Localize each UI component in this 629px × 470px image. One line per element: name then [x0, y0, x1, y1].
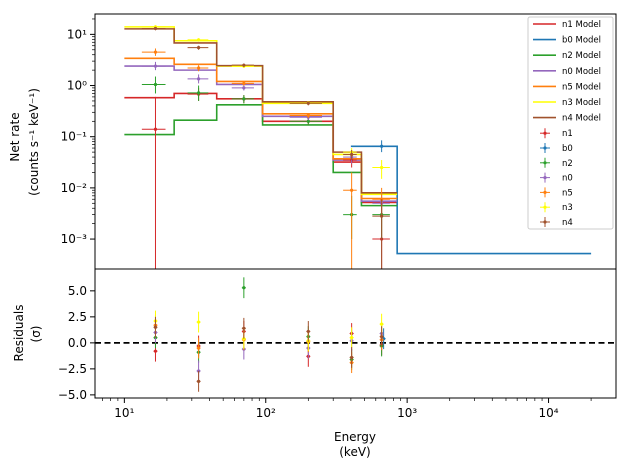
spectrum-y-tick-label: 10⁻² — [61, 181, 88, 195]
data-point-n3 — [196, 38, 201, 42]
residuals-y-tick-label: −5.0 — [58, 388, 87, 402]
residual-point-n3 — [350, 336, 354, 340]
data-point-n0 — [242, 86, 246, 90]
data-point-n2 — [242, 97, 246, 101]
data-point-n5 — [306, 113, 310, 118]
x-tick-label: 10² — [256, 406, 276, 420]
residual-point-n4 — [306, 329, 310, 334]
data-point-n2 — [153, 82, 158, 87]
residuals-ticks: −5.0 −2.5 0.0 2.5 5.0 10¹ 10² 10³ 10⁴ — [58, 284, 592, 420]
data-point-n5 — [196, 66, 201, 70]
legend-label: n0 Model — [562, 67, 601, 77]
residuals-ylabel-line1: Residuals — [12, 305, 26, 362]
legend-label: n1 Model — [562, 20, 601, 30]
data-point-n4 — [242, 63, 246, 67]
model-line-n4 — [124, 28, 398, 194]
data-point-n4 — [153, 26, 158, 31]
data-point-n2 — [196, 91, 201, 95]
legend-marker-dot-n0 — [543, 176, 547, 180]
legend: n1 Model b0 Model n2 Model n0 Model n5 Model… — [527, 16, 614, 230]
x-tick-label: 10³ — [397, 406, 417, 420]
legend-marker-dot-n4 — [543, 220, 547, 224]
residual-point-n1 — [153, 349, 158, 353]
residual-point-n5 — [196, 346, 201, 350]
legend-label: n5 Model — [562, 82, 601, 92]
spectrum-y-tick-label: 10⁻³ — [61, 232, 88, 246]
spectrum-plot-area — [124, 25, 592, 269]
data-point-n4 — [196, 46, 201, 50]
spectrum-ylabel-line2: (counts s⁻¹ keV⁻¹) — [27, 88, 41, 196]
legend-marker-dot-n1 — [543, 131, 547, 135]
legend-label: n2 Model — [562, 51, 601, 61]
spectrum-ylabel-line1: Net rate — [8, 112, 22, 161]
residuals-y-tick-label: 2.5 — [68, 310, 87, 324]
x-tick-label: 10¹ — [114, 406, 134, 420]
legend-label: n3 — [562, 203, 573, 213]
legend-label: n2 — [562, 159, 573, 169]
data-point-n5 — [380, 197, 384, 201]
legend-marker-dot-b0 — [543, 146, 547, 150]
legend-label: b0 Model — [562, 36, 601, 46]
data-point-n0 — [196, 77, 201, 81]
xlabel-line1: Energy — [334, 430, 376, 444]
data-point-n0 — [153, 64, 158, 68]
data-point-n1 — [153, 127, 158, 131]
legend-label: n0 — [562, 174, 573, 184]
spectrum-y-ticks: 10⁻³ 10⁻² 10⁻¹ 10⁰ 10¹ — [61, 18, 95, 246]
xlabel-line2: (keV) — [339, 445, 370, 459]
residual-point-n4 — [380, 335, 384, 339]
residuals-plot-area — [95, 277, 616, 392]
residual-point-n3 — [380, 322, 384, 326]
residual-point-n4 — [196, 379, 201, 383]
residuals-y-tick-label: 5.0 — [68, 284, 87, 298]
legend-label: n4 Model — [562, 114, 601, 124]
legend-marker-dot-n5 — [543, 190, 547, 194]
residual-point-n4 — [153, 325, 158, 329]
data-point-n2 — [306, 119, 310, 123]
residual-point-n4 — [242, 326, 246, 330]
spectrum-panel: 10⁻³ 10⁻² 10⁻¹ 10⁰ 10¹ Net rate (counts s⁻¹ … — [8, 13, 617, 270]
residual-point-n2 — [242, 286, 246, 290]
residuals-axes-frame — [94, 268, 617, 399]
legend-label: n1 — [562, 129, 573, 139]
legend-label: n3 Model — [562, 98, 601, 108]
data-point-n5 — [153, 50, 158, 54]
legend-marker-dot-n2 — [543, 161, 547, 165]
spectrum-y-tick-label: 10¹ — [67, 27, 87, 41]
data-point-n3 — [380, 165, 384, 170]
legend-label: n4 — [562, 218, 573, 228]
data-point-n5 — [350, 188, 354, 192]
residuals-ylabel-line2: (σ) — [29, 326, 43, 343]
residual-point-n4 — [350, 355, 354, 360]
data-point-b0 — [380, 144, 384, 148]
legend-label: n5 — [562, 188, 573, 198]
data-point-n4 — [306, 101, 310, 105]
residuals-y-tick-label: −2.5 — [58, 362, 87, 376]
legend-label: b0 — [562, 144, 573, 154]
data-point-n5 — [242, 81, 246, 86]
spectrum-y-tick-label: 10⁰ — [67, 79, 87, 93]
residuals-y-tick-label: 0.0 — [68, 336, 87, 350]
spectrum-y-tick-label: 10⁻¹ — [61, 130, 88, 144]
data-point-n4 — [380, 214, 384, 218]
legend-marker-dot-n3 — [543, 205, 547, 209]
residual-point-n3 — [196, 320, 201, 324]
data-point-n4 — [350, 152, 354, 157]
x-tick-label: 10⁴ — [538, 406, 558, 420]
